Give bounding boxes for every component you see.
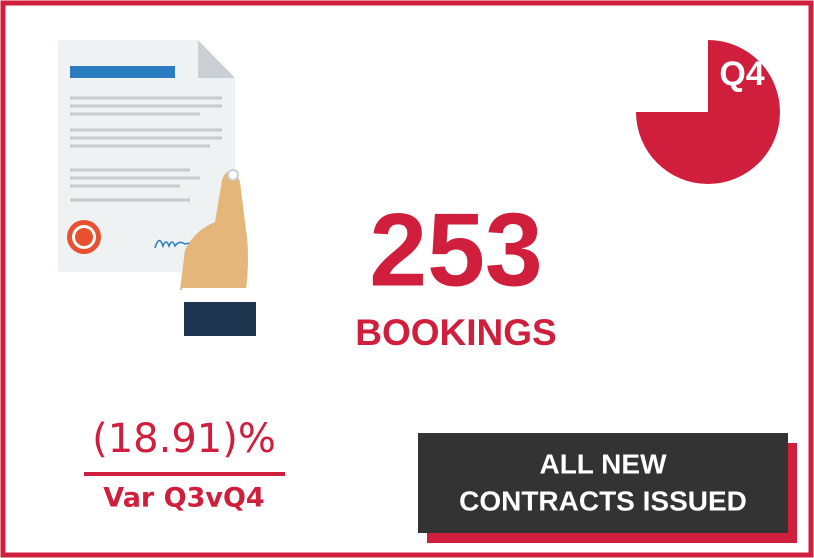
- metric-value: 253: [369, 192, 543, 308]
- metric-label: BOOKINGS: [355, 312, 556, 353]
- page: Q4 253 BOOKINGS (18.91)% Var Q3vQ4 ALL N…: [0, 0, 814, 558]
- callout-line: CONTRACTS ISSUED: [459, 485, 747, 516]
- variance-value: (18.91)%: [92, 416, 276, 462]
- callout-line: ALL NEW: [539, 448, 667, 479]
- badge: Q4: [719, 55, 764, 93]
- infographic: Q4 253 BOOKINGS (18.91)% Var Q3vQ4 ALL N…: [0, 0, 814, 558]
- variance-label: Var Q3vQ4: [103, 483, 264, 514]
